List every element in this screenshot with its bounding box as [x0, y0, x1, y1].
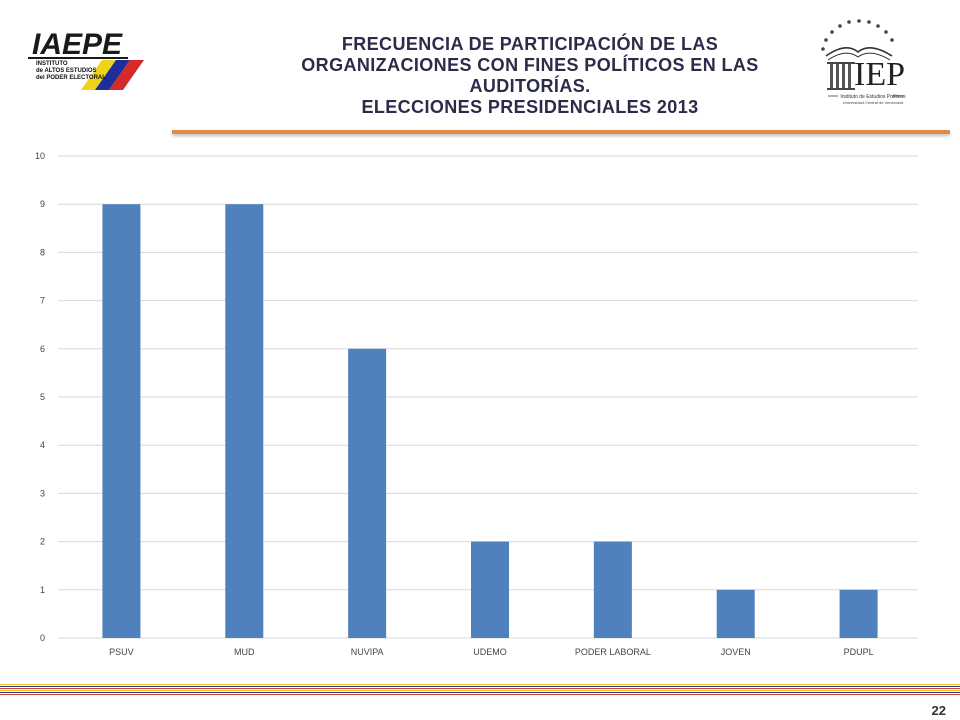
iaepe-logo: IAEPE INSTITUTO de ALTOS ESTUDIOS del PO… [28, 26, 178, 100]
x-tick-label: PODER LABORAL [575, 647, 651, 657]
footer-stripe-line [0, 686, 960, 687]
chart-x-tick-labels: PSUV MUD NUVIPA UDEMO PODER LABORAL JOVEN PDUP… [109, 647, 873, 657]
footer-stripes [0, 684, 960, 698]
iaepe-logo-subtitle: INSTITUTO de ALTOS ESTUDIOS del PODER EL… [36, 61, 106, 82]
bar-joven [716, 589, 755, 638]
iep-logo-tagline: Instituto de Estudios Políticos [840, 94, 906, 100]
footer-stripe-line [0, 684, 960, 685]
y-tick-label: 5 [40, 392, 45, 402]
footer-stripe-line [0, 694, 960, 695]
iaepe-logo-graphic: IAEPE [28, 28, 144, 90]
y-tick-label: 1 [40, 585, 45, 595]
iaepe-subtitle-line: INSTITUTO [36, 61, 68, 67]
footer-stripe-line [0, 692, 960, 693]
y-tick-label: 10 [35, 151, 45, 161]
title-line: FRECUENCIA DE PARTICIPACIÓN DE LAS [341, 34, 719, 54]
iep-logo-subline: Universidad Central de Venezuela [842, 100, 904, 105]
iep-logo-graphic [821, 19, 904, 97]
x-tick-label: NUVIPA [351, 647, 384, 657]
iep-logo: IEP Instituto de Estudios Políticos Univ… [812, 16, 908, 112]
bar-nuvipa [348, 348, 387, 638]
y-tick-label: 7 [40, 296, 45, 306]
iaepe-subtitle-line: del PODER ELECTORAL [36, 75, 106, 81]
y-tick-label: 6 [40, 344, 45, 354]
y-tick-label: 4 [40, 440, 45, 450]
y-tick-label: 9 [40, 199, 45, 209]
bar-pdupl [839, 589, 878, 638]
bar-mud [225, 204, 264, 638]
bar-udemo [471, 541, 509, 638]
iaepe-subtitle-line: de ALTOS ESTUDIOS [36, 68, 97, 74]
title-line: AUDITORÍAS. [469, 76, 591, 96]
x-tick-label: UDEMO [473, 647, 507, 657]
footer-stripe-line [0, 690, 960, 691]
chart-y-tick-labels: 0 1 2 3 4 5 6 7 8 9 10 [35, 151, 45, 643]
slide-title: FRECUENCIA DE PARTICIPACIÓN DE LAS ORGAN… [230, 34, 830, 118]
bar-poder-laboral [593, 541, 632, 638]
y-tick-label: 2 [40, 537, 45, 547]
footer-stripe-line [0, 688, 960, 689]
iaepe-logo-wordmark: IAEPE [32, 28, 123, 61]
y-tick-label: 8 [40, 247, 45, 257]
x-tick-label: MUD [234, 647, 255, 657]
title-line: ORGANIZACIONES CON FINES POLÍTICOS EN LA… [301, 55, 759, 75]
page-number: 22 [931, 703, 946, 718]
x-tick-label: PDUPL [844, 647, 874, 657]
x-tick-label: JOVEN [721, 647, 751, 657]
y-tick-label: 3 [40, 488, 45, 498]
title-line: ELECCIONES PRESIDENCIALES 2013 [361, 97, 699, 117]
chart-bars [102, 204, 878, 638]
bar-psuv [102, 204, 141, 638]
x-tick-label: PSUV [109, 647, 134, 657]
iep-logo-wordmark: IEP [854, 56, 905, 93]
y-tick-label: 0 [40, 633, 45, 643]
title-underline [172, 130, 950, 134]
